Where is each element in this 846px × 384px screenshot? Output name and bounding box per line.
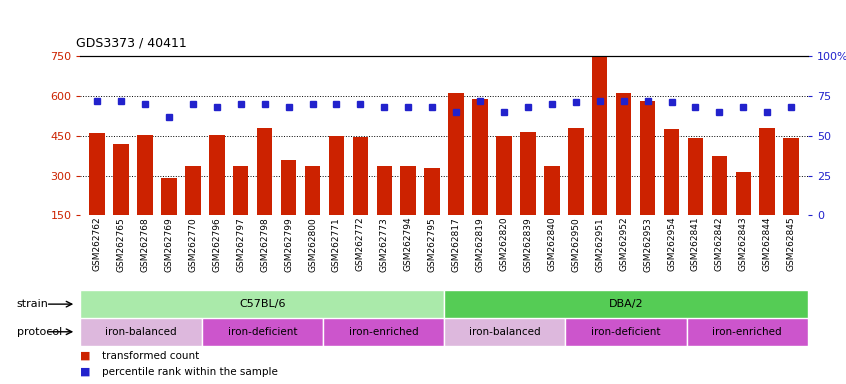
Bar xyxy=(616,93,631,215)
Bar xyxy=(448,93,464,215)
Bar xyxy=(664,129,679,215)
Bar xyxy=(233,166,249,215)
Text: iron-enriched: iron-enriched xyxy=(349,327,418,337)
Text: iron-enriched: iron-enriched xyxy=(712,327,782,337)
Text: strain: strain xyxy=(17,299,49,309)
Bar xyxy=(281,160,296,215)
Text: GDS3373 / 40411: GDS3373 / 40411 xyxy=(76,37,187,50)
Bar xyxy=(305,166,321,215)
Bar xyxy=(425,168,440,215)
Bar xyxy=(688,138,703,215)
Bar xyxy=(329,136,344,215)
Text: transformed count: transformed count xyxy=(102,351,199,361)
Bar xyxy=(113,144,129,215)
Text: iron-balanced: iron-balanced xyxy=(105,327,177,337)
Text: iron-deficient: iron-deficient xyxy=(228,327,297,337)
Bar xyxy=(353,137,368,215)
Bar xyxy=(137,135,153,215)
Bar xyxy=(472,99,488,215)
Bar xyxy=(80,318,201,346)
Bar xyxy=(257,128,272,215)
Bar xyxy=(161,178,177,215)
Bar xyxy=(565,318,687,346)
Bar xyxy=(400,166,416,215)
Text: protocol: protocol xyxy=(17,327,62,337)
Text: iron-deficient: iron-deficient xyxy=(591,327,661,337)
Bar xyxy=(640,101,656,215)
Bar xyxy=(544,166,559,215)
Bar xyxy=(444,290,808,318)
Bar xyxy=(568,128,584,215)
Bar xyxy=(201,318,323,346)
Bar xyxy=(497,136,512,215)
Bar xyxy=(209,135,224,215)
Text: DBA/2: DBA/2 xyxy=(609,299,643,309)
Bar xyxy=(323,318,444,346)
Bar xyxy=(80,290,444,318)
Bar xyxy=(687,318,808,346)
Bar xyxy=(444,318,565,346)
Text: C57BL/6: C57BL/6 xyxy=(239,299,285,309)
Text: iron-balanced: iron-balanced xyxy=(469,327,541,337)
Text: percentile rank within the sample: percentile rank within the sample xyxy=(102,367,277,377)
Bar xyxy=(376,166,392,215)
Bar xyxy=(185,166,201,215)
Bar xyxy=(711,156,728,215)
Bar xyxy=(592,56,607,215)
Text: ■: ■ xyxy=(80,351,91,361)
Bar xyxy=(783,138,799,215)
Text: ■: ■ xyxy=(80,367,91,377)
Bar xyxy=(90,133,105,215)
Bar xyxy=(760,128,775,215)
Bar xyxy=(520,132,536,215)
Bar xyxy=(735,172,751,215)
